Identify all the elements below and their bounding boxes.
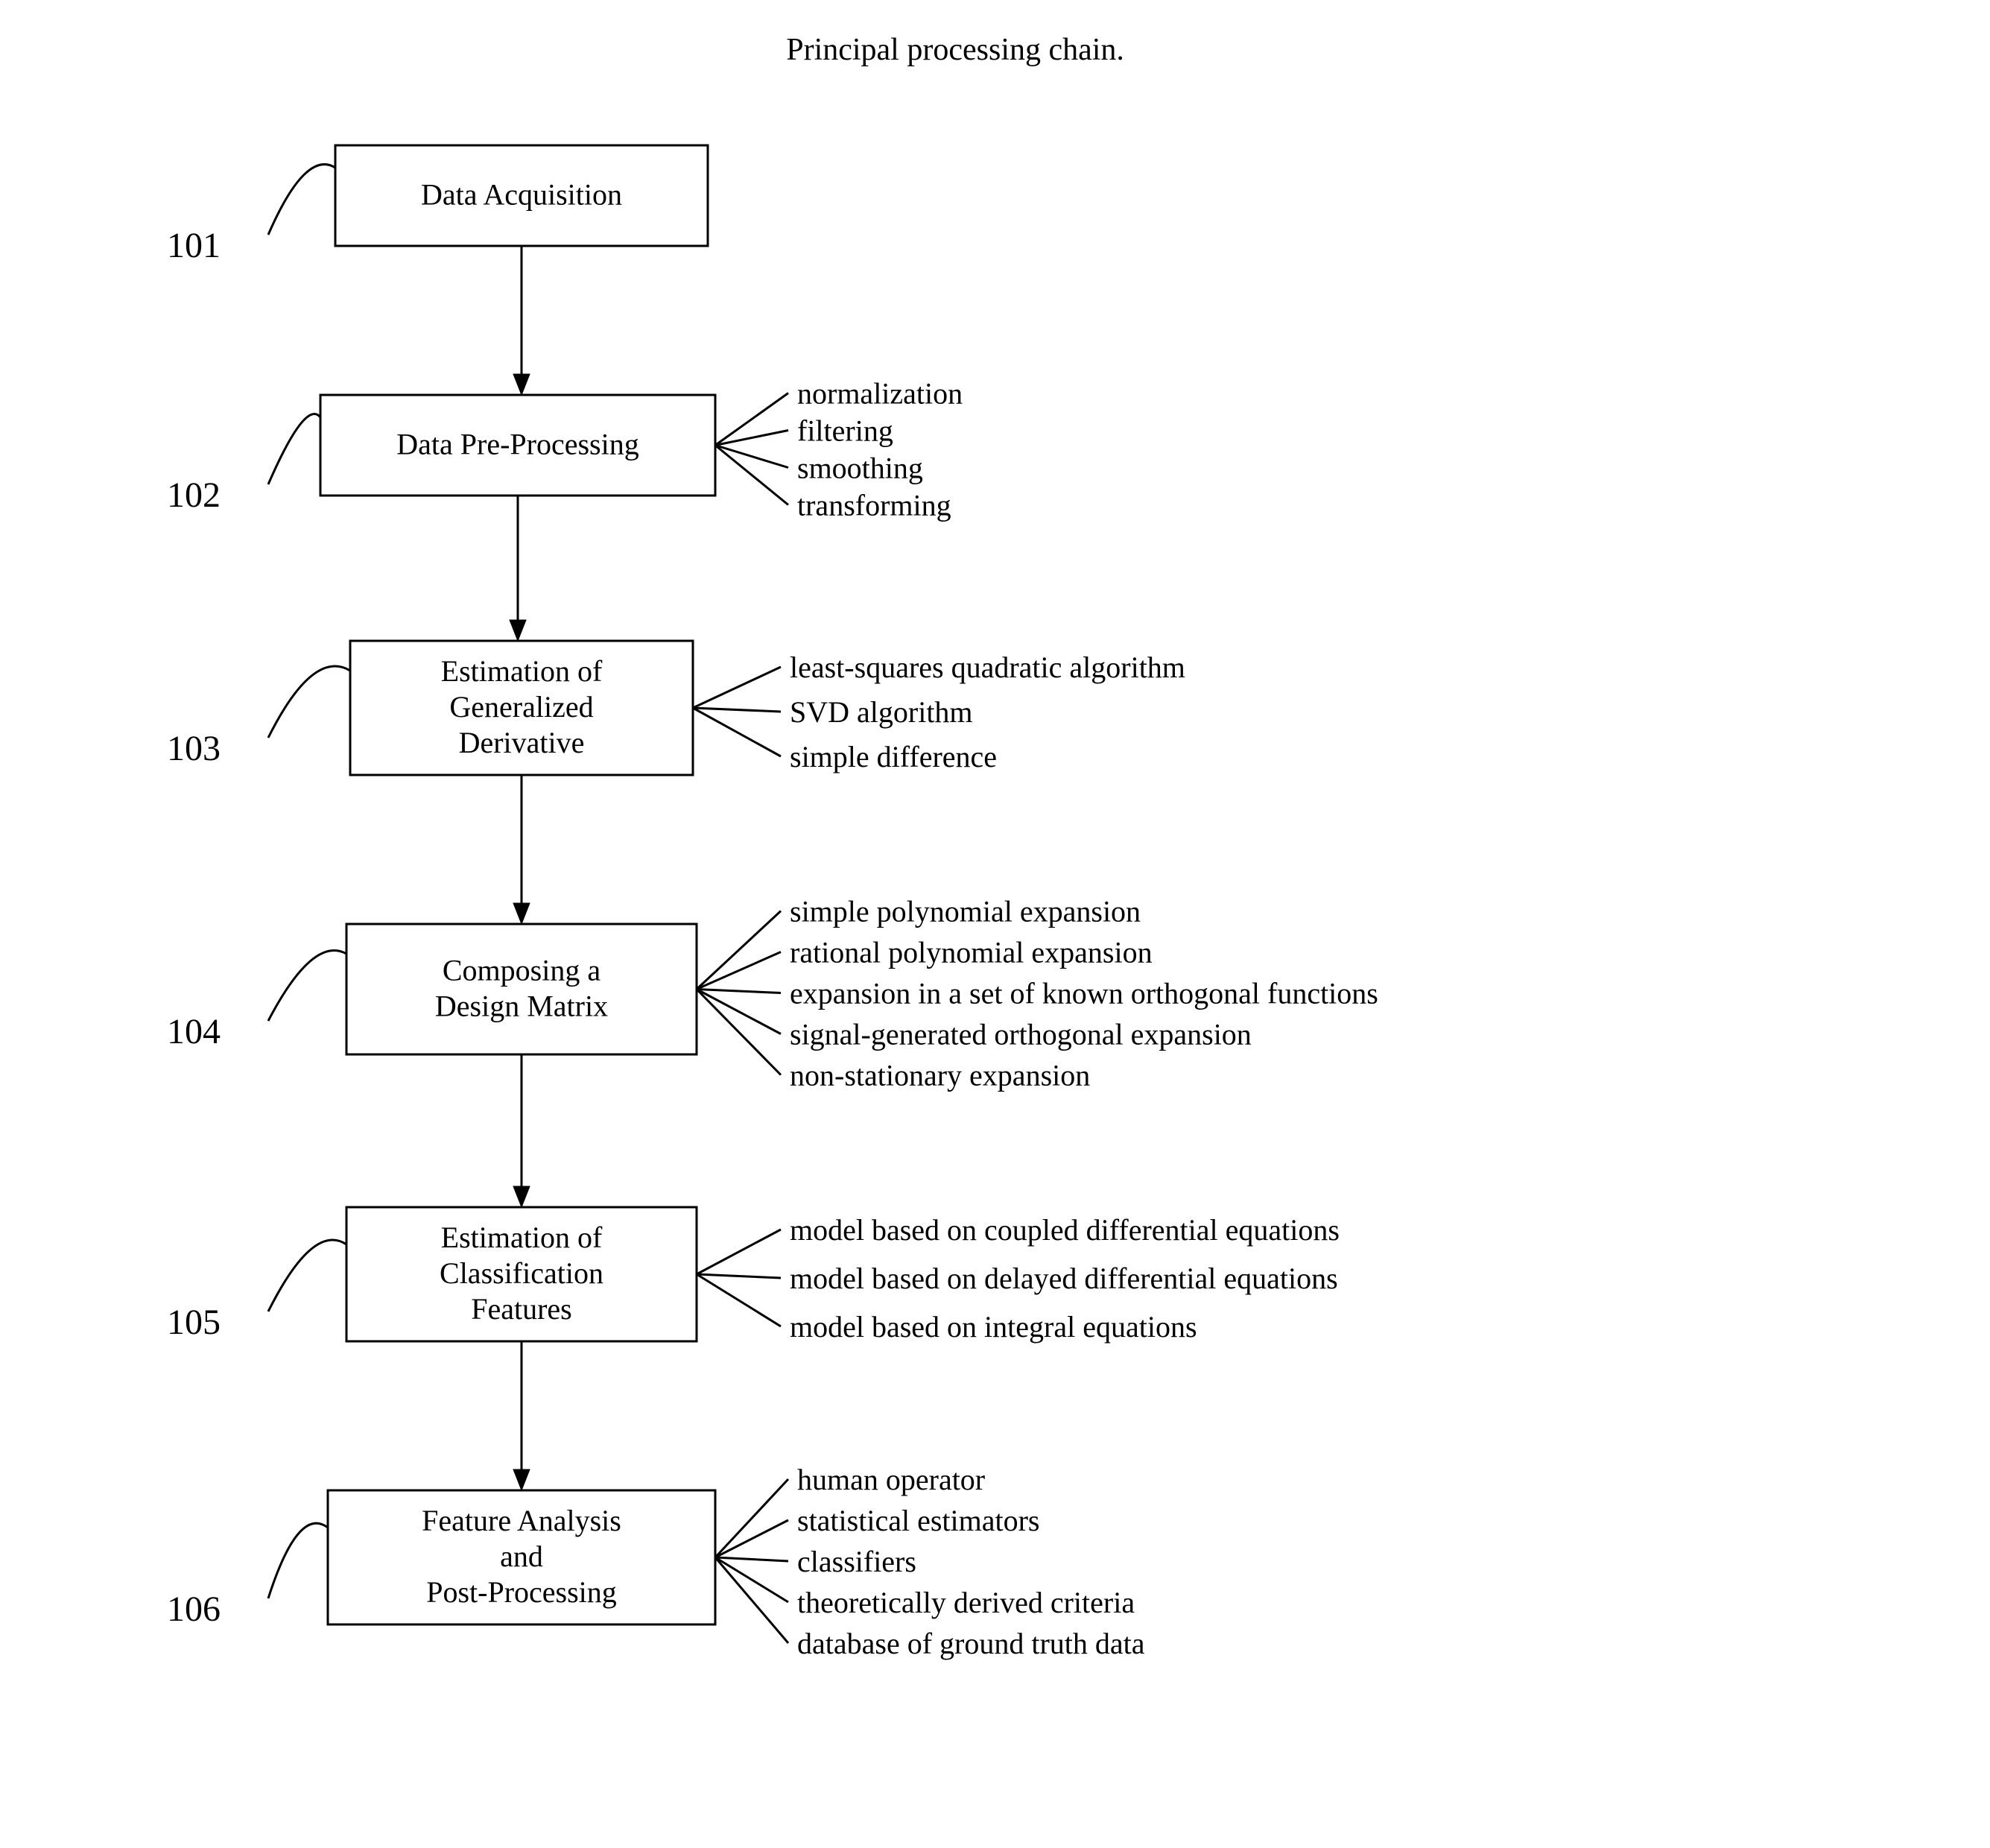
annotation-104-1: rational polynomial expansion bbox=[790, 936, 1153, 969]
arrow-104-to-105-head bbox=[513, 1186, 530, 1207]
node-105-line-2: Features bbox=[471, 1292, 572, 1326]
node-label-102: 102 bbox=[167, 475, 221, 515]
branch-103-0 bbox=[693, 667, 781, 708]
annotation-102-3: transforming bbox=[797, 489, 951, 522]
node-label-103: 103 bbox=[167, 729, 221, 768]
node-101-line-0: Data Acquisition bbox=[421, 178, 622, 212]
branch-106-4 bbox=[715, 1557, 788, 1643]
node-102-line-0: Data Pre-Processing bbox=[396, 428, 638, 461]
arrow-103-to-104-head bbox=[513, 903, 530, 924]
annotation-104-3: signal-generated orthogonal expansion bbox=[790, 1018, 1252, 1051]
annotation-106-3: theoretically derived criteria bbox=[797, 1586, 1135, 1619]
branch-106-3 bbox=[715, 1557, 788, 1602]
branch-104-3 bbox=[697, 990, 781, 1034]
branch-104-0 bbox=[697, 911, 781, 990]
node-105-line-0: Estimation of bbox=[441, 1221, 603, 1254]
node-105-line-1: Classification bbox=[440, 1256, 603, 1290]
branch-104-1 bbox=[697, 952, 781, 990]
annotation-102-2: smoothing bbox=[797, 452, 923, 485]
branch-105-1 bbox=[697, 1274, 781, 1278]
node-label-106: 106 bbox=[167, 1589, 221, 1629]
annotation-104-2: expansion in a set of known orthogonal f… bbox=[790, 977, 1378, 1010]
label-connector-102 bbox=[268, 414, 320, 484]
node-106-line-1: and bbox=[500, 1540, 543, 1573]
branch-104-2 bbox=[697, 990, 781, 993]
node-103-line-2: Derivative bbox=[459, 726, 585, 759]
node-label-105: 105 bbox=[167, 1303, 221, 1342]
branch-104-4 bbox=[697, 990, 781, 1075]
annotation-105-0: model based on coupled differential equa… bbox=[790, 1213, 1340, 1247]
annotation-102-1: filtering bbox=[797, 414, 893, 448]
label-connector-103 bbox=[268, 666, 350, 738]
annotation-106-2: classifiers bbox=[797, 1545, 916, 1578]
node-103-line-0: Estimation of bbox=[441, 654, 603, 688]
annotation-102-0: normalization bbox=[797, 377, 963, 411]
label-connector-104 bbox=[268, 951, 346, 1021]
node-label-104: 104 bbox=[167, 1012, 221, 1051]
branch-106-1 bbox=[715, 1520, 788, 1557]
arrow-102-to-103-head bbox=[510, 620, 526, 641]
branch-106-2 bbox=[715, 1557, 788, 1561]
arrow-105-to-106-head bbox=[513, 1469, 530, 1490]
label-connector-106 bbox=[268, 1523, 328, 1598]
branch-106-0 bbox=[715, 1479, 788, 1557]
branch-105-0 bbox=[697, 1230, 781, 1274]
annotation-105-1: model based on delayed differential equa… bbox=[790, 1262, 1338, 1295]
node-103-line-1: Generalized bbox=[449, 690, 593, 724]
annotation-104-0: simple polynomial expansion bbox=[790, 895, 1141, 928]
annotation-104-4: non-stationary expansion bbox=[790, 1059, 1090, 1092]
annotation-103-0: least-squares quadratic algorithm bbox=[790, 651, 1185, 684]
node-106-line-2: Post-Processing bbox=[426, 1575, 617, 1609]
branch-103-2 bbox=[693, 708, 781, 756]
label-connector-101 bbox=[268, 165, 335, 235]
annotation-103-2: simple difference bbox=[790, 740, 997, 773]
node-104-line-0: Composing a bbox=[443, 954, 601, 987]
annotation-106-4: database of ground truth data bbox=[797, 1627, 1145, 1660]
node-104-line-1: Design Matrix bbox=[435, 990, 608, 1023]
branch-102-3 bbox=[715, 446, 788, 505]
branch-102-2 bbox=[715, 446, 788, 468]
annotation-105-2: model based on integral equations bbox=[790, 1310, 1197, 1344]
label-connector-105 bbox=[268, 1240, 346, 1311]
branch-105-2 bbox=[697, 1274, 781, 1326]
node-label-101: 101 bbox=[167, 226, 221, 265]
annotation-103-1: SVD algorithm bbox=[790, 695, 973, 729]
branch-103-1 bbox=[693, 708, 781, 712]
node-106-line-0: Feature Analysis bbox=[422, 1504, 621, 1537]
annotation-106-0: human operator bbox=[797, 1463, 985, 1496]
annotation-106-1: statistical estimators bbox=[797, 1504, 1040, 1537]
diagram-title: Principal processing chain. bbox=[786, 33, 1124, 67]
arrow-101-to-102-head bbox=[513, 374, 530, 395]
flowchart-diagram: Principal processing chain. Data Acquisit… bbox=[0, 0, 1990, 1848]
